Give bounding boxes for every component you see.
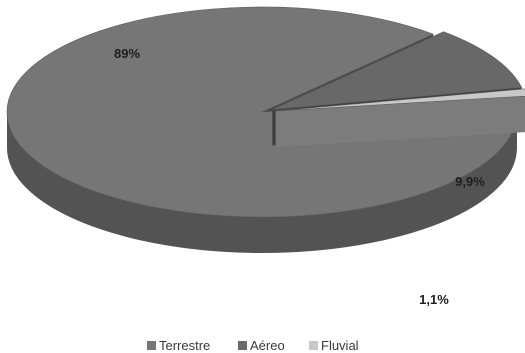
legend-item-terrestre: Terrestre: [147, 338, 210, 353]
pie-slices: [6, 6, 525, 253]
pie-slice-wall: [275, 96, 525, 147]
legend-item-aereo: Aéreo: [238, 338, 285, 353]
legend: Terrestre Aéreo Fluvial: [147, 338, 359, 353]
legend-item-fluvial: Fluvial: [309, 338, 359, 353]
pie-slice-side: [7, 112, 517, 253]
data-label-fluvial: 1,1%: [419, 292, 449, 307]
pie-slice-top: [275, 88, 525, 112]
legend-swatch-fluvial: [309, 341, 318, 350]
legend-label-aereo: Aéreo: [250, 338, 285, 353]
legend-swatch-aereo: [238, 341, 247, 350]
pie-slice-top: [272, 31, 523, 110]
legend-swatch-terrestre: [147, 341, 156, 350]
data-label-aereo: 9,9%: [455, 174, 485, 189]
legend-label-fluvial: Fluvial: [321, 338, 359, 353]
pie-slice-top: [6, 6, 518, 218]
pie-slice-fluvial: [275, 88, 525, 147]
data-label-terrestre: 89%: [114, 46, 140, 61]
legend-label-terrestre: Terrestre: [159, 338, 210, 353]
